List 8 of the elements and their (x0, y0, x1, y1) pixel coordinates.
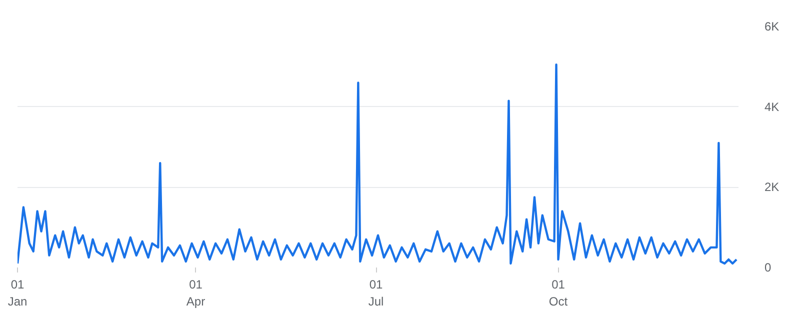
y-tick-label: 4K (764, 100, 780, 114)
x-tick-label: 01 Jul (368, 278, 384, 308)
y-tick-label: 0 (764, 260, 772, 274)
x-tick-label: 01 Jan (8, 278, 28, 308)
x-tick-label: 01 Apr (186, 278, 206, 308)
y-tick-label: 2K (764, 180, 780, 194)
y-tick-label: 6K (764, 20, 780, 34)
x-tick-label: 01 Oct (548, 278, 568, 308)
